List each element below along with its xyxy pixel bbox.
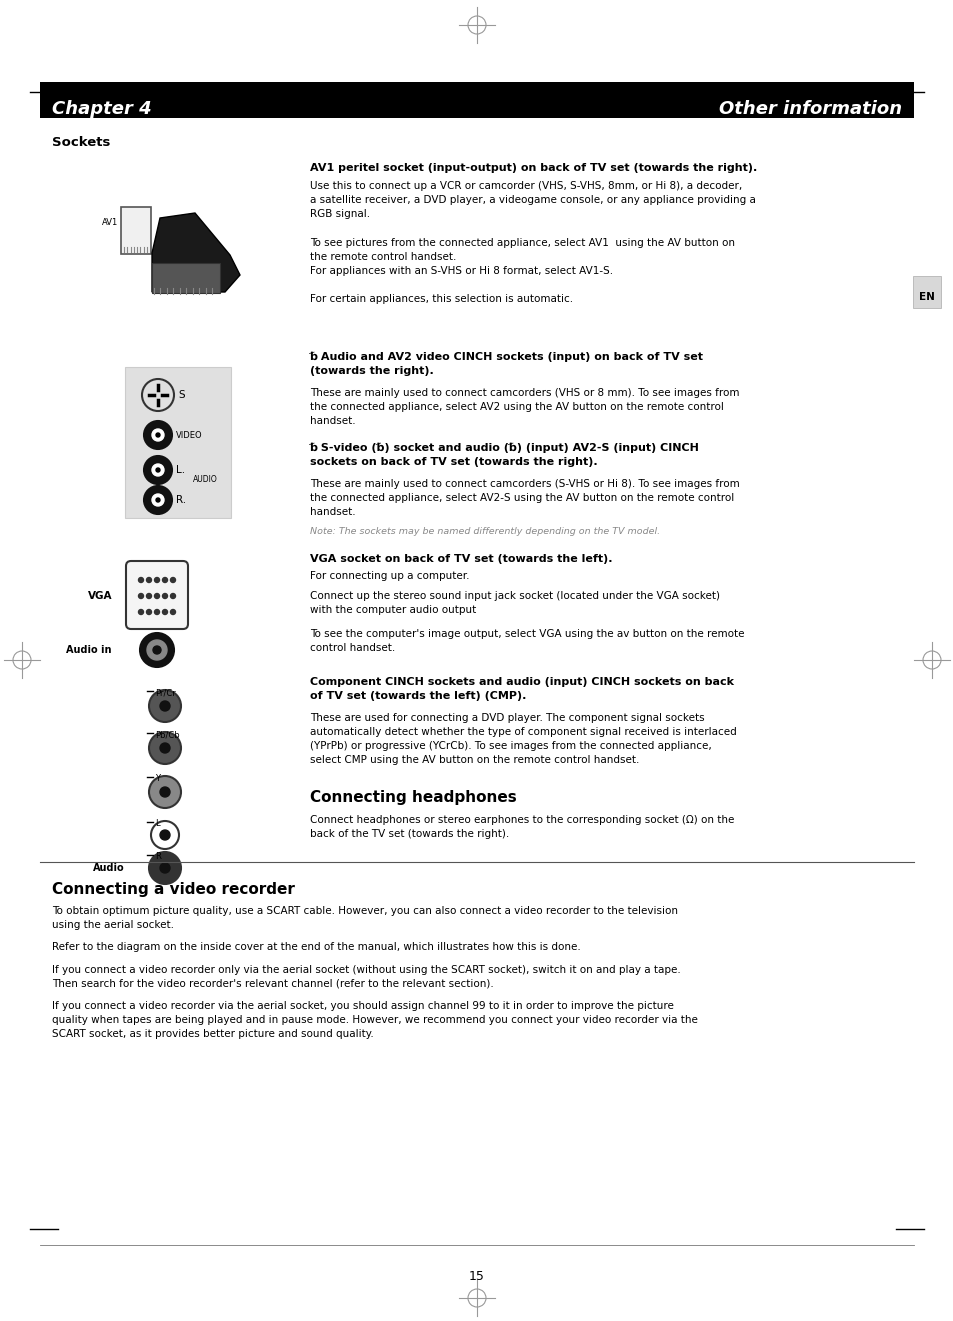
Polygon shape xyxy=(152,213,240,292)
Circle shape xyxy=(154,609,159,614)
Text: AUDIO: AUDIO xyxy=(193,476,217,485)
Text: Chapter 4: Chapter 4 xyxy=(52,100,152,118)
Text: To see the computer's image output, select VGA using the av button on the remote: To see the computer's image output, sele… xyxy=(310,629,743,653)
Circle shape xyxy=(149,732,181,764)
Circle shape xyxy=(138,593,143,598)
Text: Connecting headphones: Connecting headphones xyxy=(310,790,517,804)
Text: Pr/Cr: Pr/Cr xyxy=(154,688,175,697)
Circle shape xyxy=(152,494,164,506)
Text: Sockets: Sockets xyxy=(52,136,111,149)
Circle shape xyxy=(160,701,170,711)
Text: For connecting up a computer.: For connecting up a computer. xyxy=(310,571,469,581)
Circle shape xyxy=(162,593,168,598)
FancyBboxPatch shape xyxy=(125,367,231,518)
Text: Audio in: Audio in xyxy=(67,645,112,655)
Text: AV1: AV1 xyxy=(102,218,118,227)
Text: If you connect a video recorder only via the aerial socket (without using the SC: If you connect a video recorder only via… xyxy=(52,966,680,989)
Text: Component CINCH sockets and audio (input) CINCH sockets on back
of TV set (towar: Component CINCH sockets and audio (input… xyxy=(310,676,733,701)
Text: L.: L. xyxy=(175,465,185,476)
Text: 15: 15 xyxy=(469,1269,484,1283)
Text: Audio: Audio xyxy=(93,863,125,873)
Text: L: L xyxy=(154,819,159,828)
Text: These are mainly used to connect camcorders (S-VHS or Hi 8). To see images from
: These are mainly used to connect camcord… xyxy=(310,480,739,517)
Circle shape xyxy=(144,456,172,483)
Text: R.: R. xyxy=(175,495,186,505)
Circle shape xyxy=(156,498,160,502)
Circle shape xyxy=(160,863,170,873)
Circle shape xyxy=(160,742,170,753)
Text: Refer to the diagram on the inside cover at the end of the manual, which illustr: Refer to the diagram on the inside cover… xyxy=(52,942,580,952)
Circle shape xyxy=(171,577,175,583)
Circle shape xyxy=(156,468,160,472)
Text: Other information: Other information xyxy=(719,100,901,118)
Text: Y: Y xyxy=(154,774,160,783)
Circle shape xyxy=(149,775,181,808)
Text: For certain appliances, this selection is automatic.: For certain appliances, this selection i… xyxy=(310,295,573,304)
Text: VGA socket on back of TV set (towards the left).: VGA socket on back of TV set (towards th… xyxy=(310,553,612,564)
FancyBboxPatch shape xyxy=(912,276,940,308)
FancyBboxPatch shape xyxy=(40,82,913,118)
Circle shape xyxy=(144,486,172,514)
Text: Connecting a video recorder: Connecting a video recorder xyxy=(52,882,294,897)
Circle shape xyxy=(138,609,143,614)
Text: To obtain optimum picture quality, use a SCART cable. However, you can also conn: To obtain optimum picture quality, use a… xyxy=(52,906,678,930)
Circle shape xyxy=(152,464,164,476)
Circle shape xyxy=(171,609,175,614)
Circle shape xyxy=(149,852,181,884)
Circle shape xyxy=(154,593,159,598)
Circle shape xyxy=(152,646,161,654)
Text: EN: EN xyxy=(918,292,934,303)
Text: Connect up the stereo sound input jack socket (located under the VGA socket)
wit: Connect up the stereo sound input jack s… xyxy=(310,590,720,616)
Text: R: R xyxy=(154,852,161,861)
Circle shape xyxy=(147,609,152,614)
Text: Use this to connect up a VCR or camcorder (VHS, S-VHS, 8mm, or Hi 8), a decoder,: Use this to connect up a VCR or camcorde… xyxy=(310,181,755,219)
Text: ␢ S-video (␢) socket and audio (␢) (input) AV2-S (input) CINCH
sockets on back o: ␢ S-video (␢) socket and audio (␢) (inpu… xyxy=(310,443,700,468)
Circle shape xyxy=(171,593,175,598)
Circle shape xyxy=(147,639,167,660)
Text: These are used for connecting a DVD player. The component signal sockets
automat: These are used for connecting a DVD play… xyxy=(310,713,736,765)
Text: Pb/Cb: Pb/Cb xyxy=(154,731,179,738)
Text: AV1 peritel socket (input-output) on back of TV set (towards the right).: AV1 peritel socket (input-output) on bac… xyxy=(310,162,757,173)
Circle shape xyxy=(162,609,168,614)
Text: Connect headphones or stereo earphones to the corresponding socket (Ω) on the
ba: Connect headphones or stereo earphones t… xyxy=(310,815,734,839)
Circle shape xyxy=(160,787,170,797)
Text: These are mainly used to connect camcorders (VHS or 8 mm). To see images from
th: These are mainly used to connect camcord… xyxy=(310,388,739,425)
Text: If you connect a video recorder via the aerial socket, you should assign channel: If you connect a video recorder via the … xyxy=(52,1001,698,1040)
Circle shape xyxy=(160,830,170,840)
Circle shape xyxy=(151,820,179,849)
FancyBboxPatch shape xyxy=(126,561,188,629)
Circle shape xyxy=(156,433,160,437)
FancyBboxPatch shape xyxy=(152,263,220,293)
Circle shape xyxy=(147,593,152,598)
Circle shape xyxy=(140,633,173,667)
Circle shape xyxy=(147,577,152,583)
Text: VGA: VGA xyxy=(88,590,112,601)
Circle shape xyxy=(154,577,159,583)
Circle shape xyxy=(138,577,143,583)
Text: To see pictures from the connected appliance, select AV1  using the AV button on: To see pictures from the connected appli… xyxy=(310,238,734,276)
Text: S: S xyxy=(178,390,185,400)
Circle shape xyxy=(149,690,181,723)
Circle shape xyxy=(162,577,168,583)
Circle shape xyxy=(144,421,172,449)
Circle shape xyxy=(152,429,164,441)
FancyBboxPatch shape xyxy=(121,207,151,254)
Text: ␢ Audio and AV2 video CINCH sockets (input) on back of TV set
(towards the right: ␢ Audio and AV2 video CINCH sockets (inp… xyxy=(310,351,703,376)
Text: Note: The sockets may be named differently depending on the TV model.: Note: The sockets may be named different… xyxy=(310,527,659,536)
Text: VIDEO: VIDEO xyxy=(175,431,202,440)
